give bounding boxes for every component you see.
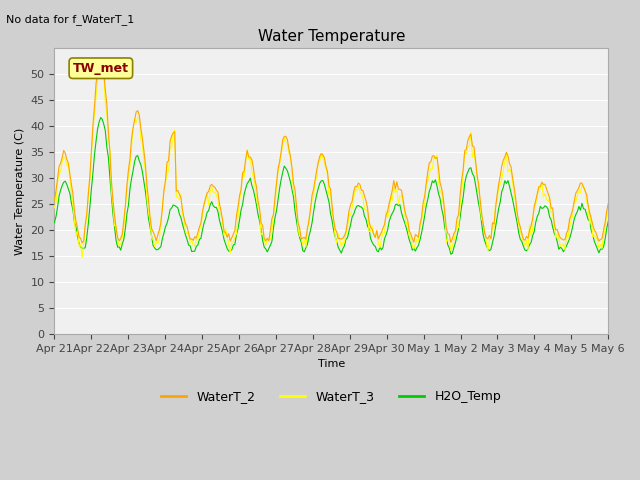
Title: Water Temperature: Water Temperature [257,29,405,44]
Legend: WaterT_2, WaterT_3, H2O_Temp: WaterT_2, WaterT_3, H2O_Temp [156,385,506,408]
Text: TW_met: TW_met [73,62,129,75]
Text: No data for f_WaterT_1: No data for f_WaterT_1 [6,14,134,25]
X-axis label: Time: Time [317,360,345,370]
Y-axis label: Water Temperature (C): Water Temperature (C) [15,128,25,255]
